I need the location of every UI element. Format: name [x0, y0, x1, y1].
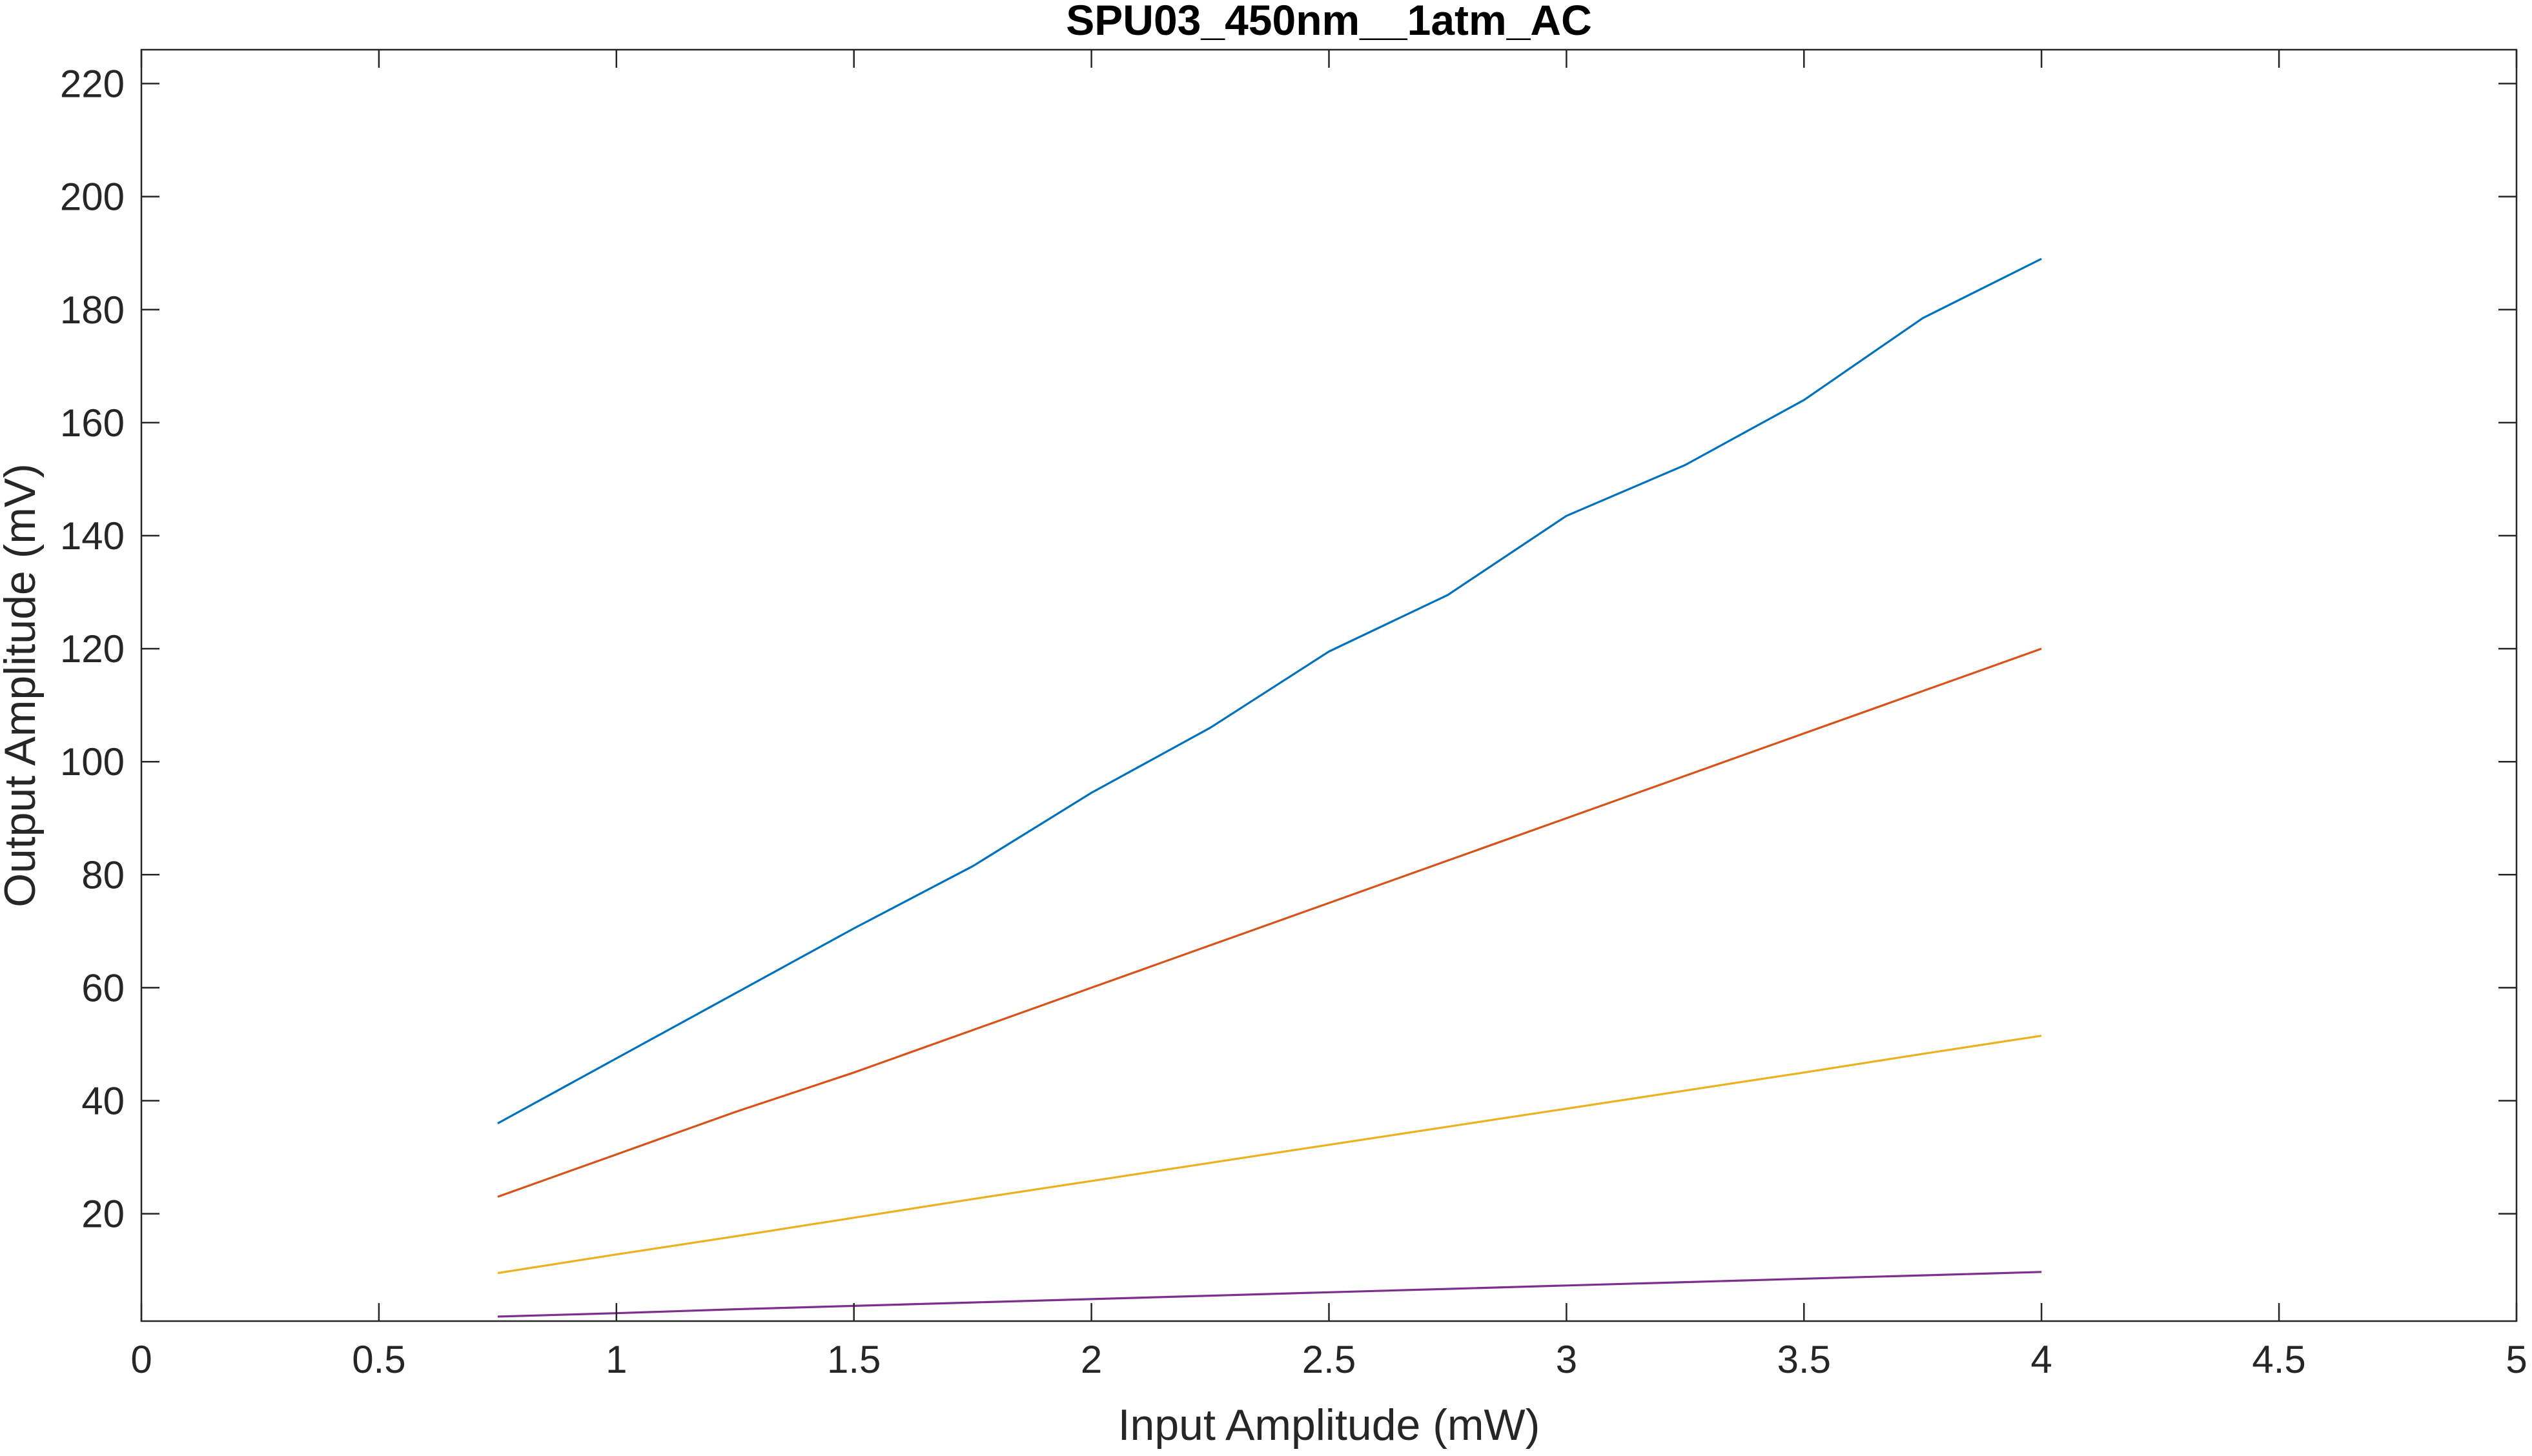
- chart-title: SPU03_450nm__1atm_AC: [1066, 0, 1591, 44]
- plot-frame: [140, 48, 2518, 1322]
- x-tick-label: 0.5: [352, 1338, 405, 1381]
- x-tick-label: 2.5: [1302, 1338, 1356, 1381]
- x-tick-label: 0: [130, 1338, 152, 1381]
- y-tick-label: 200: [60, 176, 125, 219]
- x-tick-label: 4.5: [2252, 1338, 2305, 1381]
- series-line-3: [497, 1035, 2042, 1275]
- plot-area: [140, 48, 2518, 1322]
- x-tick-label: 3.5: [1777, 1338, 1831, 1381]
- x-tick-label: 5: [2506, 1338, 2527, 1381]
- y-tick-label: 60: [81, 966, 125, 1009]
- series-line-2: [497, 647, 2042, 1198]
- x-tick-label: 4: [2031, 1338, 2052, 1381]
- y-tick-label: 100: [60, 740, 125, 784]
- y-tick-label: 40: [81, 1080, 125, 1123]
- series-layer: [497, 258, 2042, 1318]
- y-tick-label: 80: [81, 853, 125, 896]
- y-tick-label: 140: [60, 514, 125, 558]
- y-axis-label: Output Amplitude (mV): [0, 463, 45, 907]
- x-tick-label: 2: [1081, 1338, 1102, 1381]
- x-tick-label: 3: [1556, 1338, 1577, 1381]
- x-tick-label: 1.5: [827, 1338, 881, 1381]
- y-tick-label: 160: [60, 401, 125, 445]
- axes-layer: 0 0.5 1 1.5 2 2.5 3 3.5 4 4.5 5 20 40 60 80 100 120 140 16…: [60, 50, 2527, 1381]
- x-axis-label: Input Amplitude (mW): [1118, 1400, 1540, 1450]
- y-tick-label: 20: [81, 1193, 125, 1236]
- series-line-4: [497, 1271, 2042, 1318]
- x-tick-label: 1: [606, 1338, 627, 1381]
- y-tick-label: 220: [60, 63, 125, 106]
- series-line-1: [497, 258, 2042, 1125]
- y-tick-label: 120: [60, 627, 125, 671]
- y-tick-label: 180: [60, 288, 125, 332]
